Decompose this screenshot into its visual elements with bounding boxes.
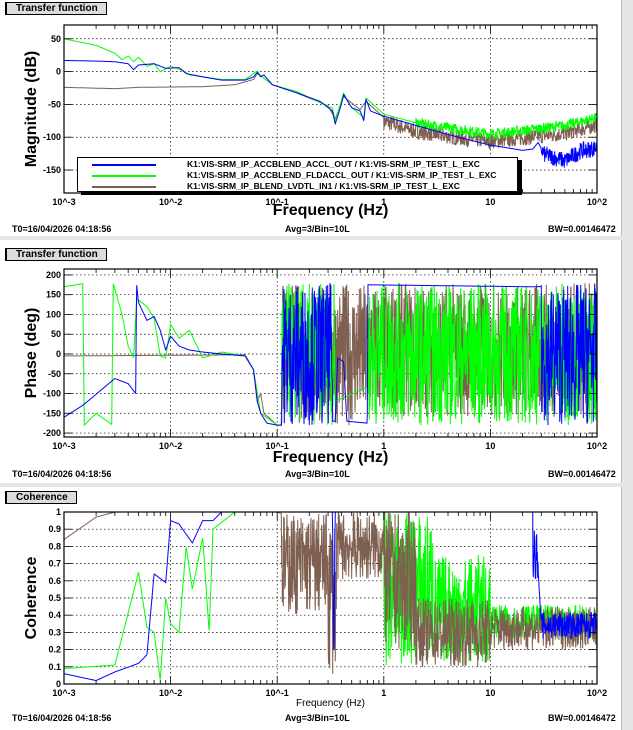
x-tick-label: 10^-2: [159, 688, 182, 698]
x-tick-label: 1: [381, 197, 386, 207]
y-tick-label: 0: [56, 679, 61, 689]
y-tick-label: 0.1: [48, 662, 61, 672]
y-tick-label: -100: [43, 389, 61, 399]
y-tick-label: 0.4: [48, 610, 61, 620]
x-tick-label: 10^-1: [266, 688, 289, 698]
legend-swatch: [92, 186, 156, 188]
x-tick-label: 10^-2: [159, 197, 182, 207]
y-axis-title: Magnitude (dB): [23, 51, 40, 167]
x-axis-title: Frequency (Hz): [273, 202, 389, 219]
legend-entry: K1:VIS-SRM_IP_ACCBLEND_ACCL_OUT / K1:VIS…: [78, 159, 517, 170]
y-tick-label: 100: [46, 309, 61, 319]
footer-bw: BW=0.00146472: [548, 224, 616, 234]
x-tick-label: 10: [485, 441, 495, 451]
x-tick-label: 10^-1: [266, 441, 289, 451]
footer-bw: BW=0.00146472: [548, 713, 616, 723]
y-tick-label: 0.6: [48, 576, 61, 586]
series-line: [64, 282, 597, 426]
footer-t0: T0=16/04/2026 04:18:56: [12, 469, 112, 479]
x-tick-label: 10^-3: [52, 197, 75, 207]
x-tick-label: 1: [381, 688, 386, 698]
footer-avg: Avg=3/Bin=10L: [285, 713, 350, 723]
tab-transfer-function-magnitude[interactable]: Transfer function: [5, 2, 107, 15]
x-tick-label: 10^-1: [266, 197, 289, 207]
legend-entry: K1:VIS-SRM_IP_BLEND_LVDTL_IN1 / K1:VIS-S…: [78, 181, 517, 192]
y-tick-label: 0.9: [48, 524, 61, 534]
y-tick-label: 200: [46, 270, 61, 280]
phase-panel: Transfer function 10^-3 10^-2 10^-1 1 10 10^2…: [0, 240, 622, 483]
y-axis-title: Phase (deg): [23, 308, 40, 399]
y-tick-label: -200: [43, 428, 61, 438]
y-tick-label: 0.5: [48, 593, 61, 603]
footer-avg: Avg=3/Bin=10L: [285, 224, 350, 234]
y-tick-label: 150: [46, 290, 61, 300]
y-tick-label: -50: [48, 99, 61, 109]
series-line: [64, 512, 597, 674]
coherence-plot: 10^-3 10^-2 10^-1 1 10 10^2 1 0.9 0.8 0.7 0.6 0.5 0.…: [23, 507, 607, 709]
footer-t0: T0=16/04/2026 04:18:56: [12, 224, 112, 234]
footer-t0: T0=16/04/2026 04:18:56: [12, 713, 112, 723]
tab-coherence[interactable]: Coherence: [5, 491, 77, 504]
series-line: [64, 512, 597, 681]
series-line: [64, 59, 597, 168]
x-tick-label: 10^-3: [52, 441, 75, 451]
y-tick-label: 0: [56, 349, 61, 359]
legend-swatch: [92, 164, 156, 166]
y-tick-label: 50: [51, 34, 61, 44]
series-line: [64, 72, 597, 149]
x-tick-label: 10: [485, 688, 495, 698]
series-line: [64, 38, 597, 140]
legend-entry: K1:VIS-SRM_IP_ACCBLEND_FLDACCL_OUT / K1:…: [78, 170, 517, 181]
y-tick-label: 0.8: [48, 541, 61, 551]
x-axis-title: Frequency (Hz): [296, 698, 365, 709]
x-tick-label: 10: [485, 197, 495, 207]
legend: K1:VIS-SRM_IP_ACCBLEND_ACCL_OUT / K1:VIS…: [77, 157, 518, 192]
y-tick-label: 0.7: [48, 559, 61, 569]
phase-plot: 10^-3 10^-2 10^-1 1 10 10^2 200 150 100 50 0 -50 -10…: [23, 268, 607, 466]
y-tick-label: 0.3: [48, 627, 61, 637]
y-tick-label: -50: [48, 369, 61, 379]
legend-label: K1:VIS-SRM_IP_ACCBLEND_ACCL_OUT / K1:VIS…: [187, 159, 480, 169]
coherence-panel: Coherence 10^-3 10^-2 10^-1 1 10 10^2 1 0.9 0.8 0…: [0, 487, 622, 730]
footer-avg: Avg=3/Bin=10L: [285, 469, 350, 479]
x-tick-label: 10^-3: [52, 688, 75, 698]
x-tick-label: 10^2: [587, 441, 607, 451]
y-tick-label: -150: [43, 408, 61, 418]
plot-frame: [63, 24, 598, 194]
y-tick-label: 0: [56, 67, 61, 77]
y-tick-label: -100: [43, 132, 61, 142]
legend-label: K1:VIS-SRM_IP_ACCBLEND_FLDACCL_OUT / K1:…: [187, 170, 497, 180]
tab-transfer-function-phase[interactable]: Transfer function: [5, 248, 107, 261]
legend-label: K1:VIS-SRM_IP_BLEND_LVDTL_IN1 / K1:VIS-S…: [187, 181, 460, 191]
y-tick-label: 0.2: [48, 645, 61, 655]
footer-bw: BW=0.00146472: [548, 469, 616, 479]
y-tick-label: 50: [51, 329, 61, 339]
y-tick-label: -150: [43, 165, 61, 175]
y-axis-title: Coherence: [23, 557, 40, 640]
magnitude-panel: Transfer function 10^-3 10^-2 10^-1 1 10 10^2…: [0, 0, 622, 236]
legend-swatch: [92, 175, 156, 177]
magnitude-plot: 10^-3 10^-2 10^-1 1 10 10^2 50 0 -50 -100 -150 Freq…: [23, 24, 607, 219]
y-tick-label: 1: [56, 507, 61, 517]
x-tick-label: 10^2: [587, 197, 607, 207]
x-tick-label: 10^-2: [159, 441, 182, 451]
series-line: [64, 282, 597, 427]
x-tick-label: 1: [381, 441, 386, 451]
x-tick-label: 10^2: [587, 688, 607, 698]
x-axis-title: Frequency (Hz): [273, 449, 389, 466]
plot-frame: [63, 268, 598, 438]
